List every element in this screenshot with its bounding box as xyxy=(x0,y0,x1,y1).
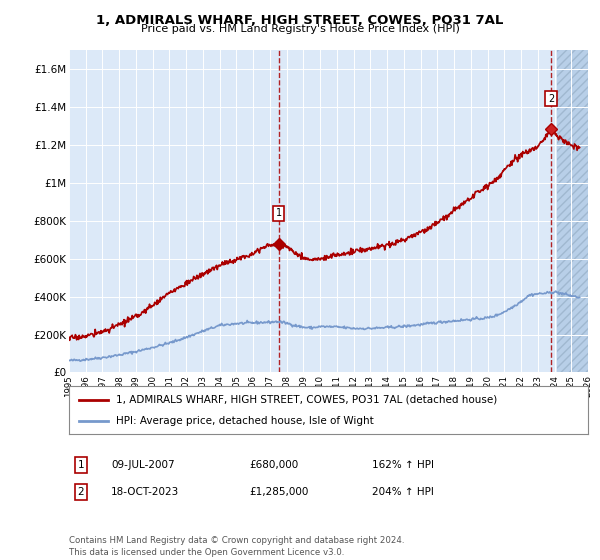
Text: 1: 1 xyxy=(275,208,281,218)
Text: 09-JUL-2007: 09-JUL-2007 xyxy=(111,460,175,470)
Text: 18-OCT-2023: 18-OCT-2023 xyxy=(111,487,179,497)
Text: 1, ADMIRALS WHARF, HIGH STREET, COWES, PO31 7AL: 1, ADMIRALS WHARF, HIGH STREET, COWES, P… xyxy=(97,14,503,27)
Text: £680,000: £680,000 xyxy=(249,460,298,470)
Text: 2: 2 xyxy=(77,487,85,497)
Text: HPI: Average price, detached house, Isle of Wight: HPI: Average price, detached house, Isle… xyxy=(116,416,373,426)
Text: 204% ↑ HPI: 204% ↑ HPI xyxy=(372,487,434,497)
Text: Contains HM Land Registry data © Crown copyright and database right 2024.
This d: Contains HM Land Registry data © Crown c… xyxy=(69,536,404,557)
Text: £1,285,000: £1,285,000 xyxy=(249,487,308,497)
Text: Price paid vs. HM Land Registry's House Price Index (HPI): Price paid vs. HM Land Registry's House … xyxy=(140,24,460,34)
Text: 1, ADMIRALS WHARF, HIGH STREET, COWES, PO31 7AL (detached house): 1, ADMIRALS WHARF, HIGH STREET, COWES, P… xyxy=(116,395,497,405)
Text: 162% ↑ HPI: 162% ↑ HPI xyxy=(372,460,434,470)
Text: 1: 1 xyxy=(77,460,85,470)
Bar xyxy=(557,50,596,372)
Text: 2: 2 xyxy=(548,94,554,104)
